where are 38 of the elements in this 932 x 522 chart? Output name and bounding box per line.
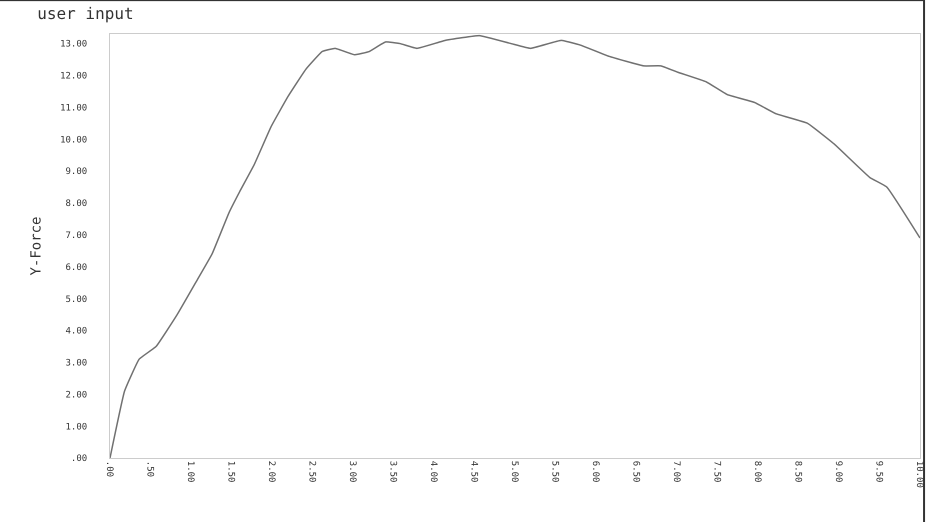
- y-tick-label: 8.00: [66, 199, 88, 210]
- y-tick-label: 5.00: [66, 294, 88, 305]
- y-tick-label: 7.00: [66, 230, 88, 241]
- y-tick-label: .00: [70, 454, 88, 464]
- x-tick-label: 9.00: [833, 460, 844, 482]
- y-tick-label: 10.00: [60, 135, 88, 146]
- y-tick-label: 9.00: [66, 167, 88, 178]
- x-tick-label: 8.50: [792, 460, 803, 482]
- x-tick-label: 3.00: [347, 460, 358, 482]
- x-tick-label: 9.50: [874, 460, 884, 482]
- y-tick-label: 1.00: [66, 422, 88, 432]
- line-series: [110, 34, 920, 458]
- y-tick-label: 6.00: [66, 262, 88, 273]
- x-tick-label: 3.50: [388, 460, 398, 482]
- y-tick-label: 4.00: [66, 326, 88, 337]
- x-tick-label: 6.00: [590, 460, 600, 482]
- y-tick-label: 12.00: [60, 72, 88, 82]
- x-tick-label: 10.00: [914, 460, 924, 488]
- x-tick-label: 2.00: [266, 460, 276, 482]
- y-tick-label: 3.00: [66, 358, 88, 369]
- x-tick-label: 5.00: [509, 460, 520, 482]
- x-tick-label: 8.00: [752, 460, 762, 482]
- y-tick-label: 2.00: [66, 390, 88, 400]
- x-tick-label: 5.50: [550, 460, 560, 482]
- x-tick-label: 1.00: [185, 460, 196, 482]
- x-tick-label: 1.50: [226, 460, 236, 482]
- x-tick-label: 6.50: [630, 460, 641, 482]
- x-tick-label: .00: [104, 460, 114, 478]
- x-tick-label: 7.50: [712, 460, 722, 482]
- chart-title: user input: [37, 4, 134, 24]
- y-tick-label: 13.00: [60, 40, 88, 50]
- y-axis-title: Y-Force: [28, 216, 45, 276]
- x-tick-label: .50: [144, 460, 155, 478]
- x-tick-label: 7.00: [671, 460, 682, 482]
- x-tick-label: 2.50: [306, 460, 317, 482]
- x-tick-label: 4.50: [468, 460, 479, 482]
- y-tick-label: 11.00: [60, 103, 88, 114]
- x-tick-label: 4.00: [428, 460, 438, 482]
